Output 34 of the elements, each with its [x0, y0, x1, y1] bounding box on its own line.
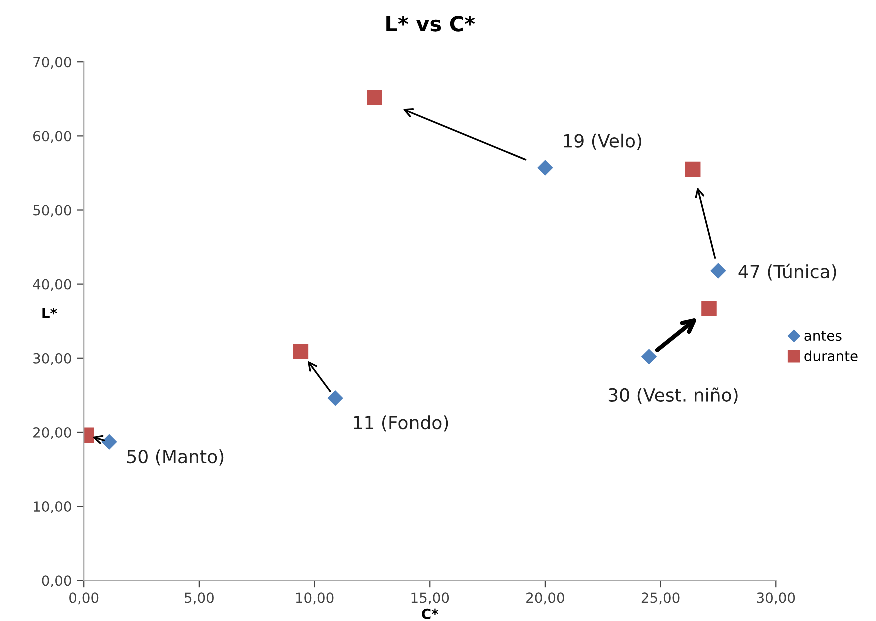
point: [293, 344, 309, 360]
x-tick-label: 15,00: [412, 592, 450, 605]
point: [102, 434, 118, 450]
chart-title: L* vs C*: [386, 16, 476, 32]
y-axis-title: L*: [42, 308, 58, 318]
x-tick-label: 5,00: [185, 592, 214, 605]
annotation: 30 (Vest. niño): [608, 388, 738, 404]
x-axis-title: C*: [422, 608, 439, 620]
legend-label: durante: [804, 350, 858, 362]
y-tick-label: 20,00: [34, 427, 72, 440]
x-tick-label: 20,00: [526, 592, 564, 605]
x-tick-label: 30,00: [757, 592, 796, 605]
annotation: 50 (Manto): [128, 450, 224, 466]
x-tick-label: 0,00: [70, 592, 99, 605]
point: [702, 301, 717, 316]
y-tick-label: 30,00: [34, 353, 72, 366]
y-tick-label: 70,00: [34, 57, 72, 69]
annotation: 47 (Túnica): [738, 264, 836, 281]
point: [685, 162, 701, 178]
point: [328, 390, 344, 406]
point: [538, 160, 554, 176]
y-tick-label: 40,00: [33, 279, 72, 292]
legend-label: antes: [804, 331, 842, 342]
y-tick-label: 0,00: [42, 576, 72, 588]
annotation: 11 (Fondo): [354, 416, 448, 432]
annotation: 19 (Velo): [564, 134, 642, 150]
x-tick-label: 25,00: [642, 592, 680, 605]
point: [367, 90, 382, 106]
y-tick-label: 60,00: [34, 131, 72, 144]
point: [710, 263, 726, 279]
point: [642, 349, 657, 364]
y-tick-label: 50,00: [34, 205, 72, 218]
x-tick-label: 10,00: [296, 592, 334, 605]
y-tick-label: 10,00: [34, 502, 72, 514]
